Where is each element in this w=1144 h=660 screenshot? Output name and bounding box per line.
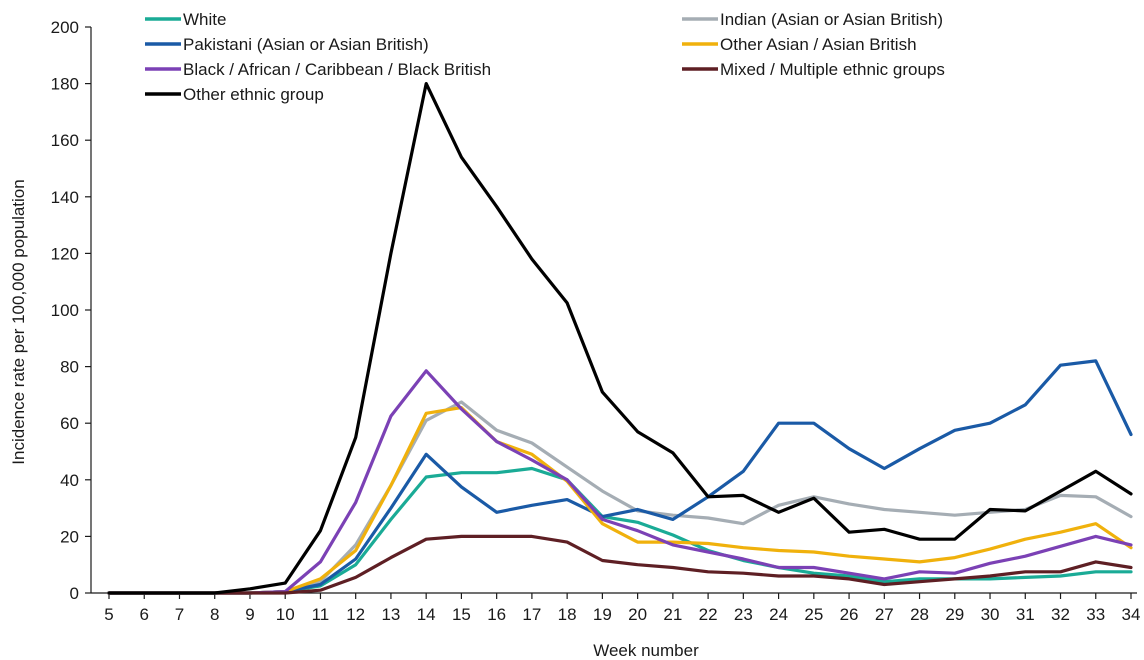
x-tick-label: 17 — [522, 605, 541, 624]
y-tick-label: 20 — [60, 527, 79, 546]
series-line-6 — [107, 81, 1133, 595]
legend-label-2: Pakistani (Asian or Asian British) — [183, 35, 429, 54]
x-axis-ticks: 5 6 7 8 9 10 11 12 13 14 15 16 17 18 19 20 21 22 23 24 25 26 2… — [104, 593, 1140, 624]
x-tick-label: 23 — [734, 605, 753, 624]
x-tick-label: 7 — [175, 605, 184, 624]
series-line-5 — [107, 534, 1133, 595]
legend-label-0: White — [183, 10, 226, 29]
y-tick-label: 0 — [70, 584, 79, 603]
chart-axes: 0 20 40 60 80 100 120 140 160 180 200 5 6 7 8 9 10 11 12 1… — [51, 18, 1141, 624]
x-tick-label: 8 — [210, 605, 219, 624]
x-tick-label: 19 — [593, 605, 612, 624]
x-tick-label: 20 — [628, 605, 647, 624]
x-tick-label: 27 — [875, 605, 894, 624]
x-axis-title: Week number — [593, 641, 699, 660]
x-tick-label: 34 — [1122, 605, 1141, 624]
x-tick-label: 15 — [452, 605, 471, 624]
x-tick-label: 12 — [346, 605, 365, 624]
series-line-0 — [107, 466, 1133, 595]
x-tick-label: 10 — [276, 605, 295, 624]
y-tick-label: 80 — [60, 358, 79, 377]
x-tick-label: 9 — [245, 605, 254, 624]
x-tick-label: 14 — [417, 605, 436, 624]
y-tick-label: 200 — [51, 18, 79, 37]
series-line-1 — [107, 400, 1133, 595]
x-tick-label: 31 — [1016, 605, 1035, 624]
x-tick-label: 30 — [981, 605, 1000, 624]
x-tick-label: 6 — [140, 605, 149, 624]
x-tick-label: 11 — [312, 605, 330, 624]
y-tick-label: 180 — [51, 75, 79, 94]
x-tick-label: 24 — [769, 605, 788, 624]
legend-label-1: Indian (Asian or Asian British) — [720, 10, 943, 29]
x-tick-label: 26 — [840, 605, 859, 624]
y-tick-label: 140 — [51, 188, 79, 207]
x-tick-label: 5 — [104, 605, 113, 624]
x-tick-label: 22 — [699, 605, 718, 624]
series-line-2 — [107, 359, 1133, 595]
y-tick-label: 40 — [60, 471, 79, 490]
x-tick-label: 28 — [910, 605, 929, 624]
x-tick-label: 16 — [487, 605, 506, 624]
x-tick-label: 21 — [663, 605, 682, 624]
legend-label-5: Mixed / Multiple ethnic groups — [720, 60, 945, 79]
y-tick-label: 160 — [51, 131, 79, 150]
series-line-4 — [107, 369, 1133, 595]
x-tick-label: 29 — [945, 605, 964, 624]
x-tick-label: 13 — [381, 605, 400, 624]
y-tick-label: 60 — [60, 414, 79, 433]
y-tick-label: 100 — [51, 301, 79, 320]
x-tick-label: 33 — [1086, 605, 1105, 624]
y-axis-title: Incidence rate per 100,000 population — [9, 179, 28, 464]
y-axis-ticks: 0 20 40 60 80 100 120 140 160 180 200 — [51, 18, 91, 603]
legend-label-4: Black / African / Caribbean / Black Brit… — [183, 60, 491, 79]
chart-legend: White Indian (Asian or Asian British) Paki… — [145, 10, 945, 104]
y-tick-label: 120 — [51, 244, 79, 263]
legend-label-6: Other ethnic group — [183, 85, 324, 104]
series-lines — [107, 81, 1133, 595]
x-tick-label: 32 — [1051, 605, 1070, 624]
x-tick-label: 18 — [558, 605, 577, 624]
x-tick-label: 25 — [804, 605, 823, 624]
legend-label-3: Other Asian / Asian British — [720, 35, 917, 54]
